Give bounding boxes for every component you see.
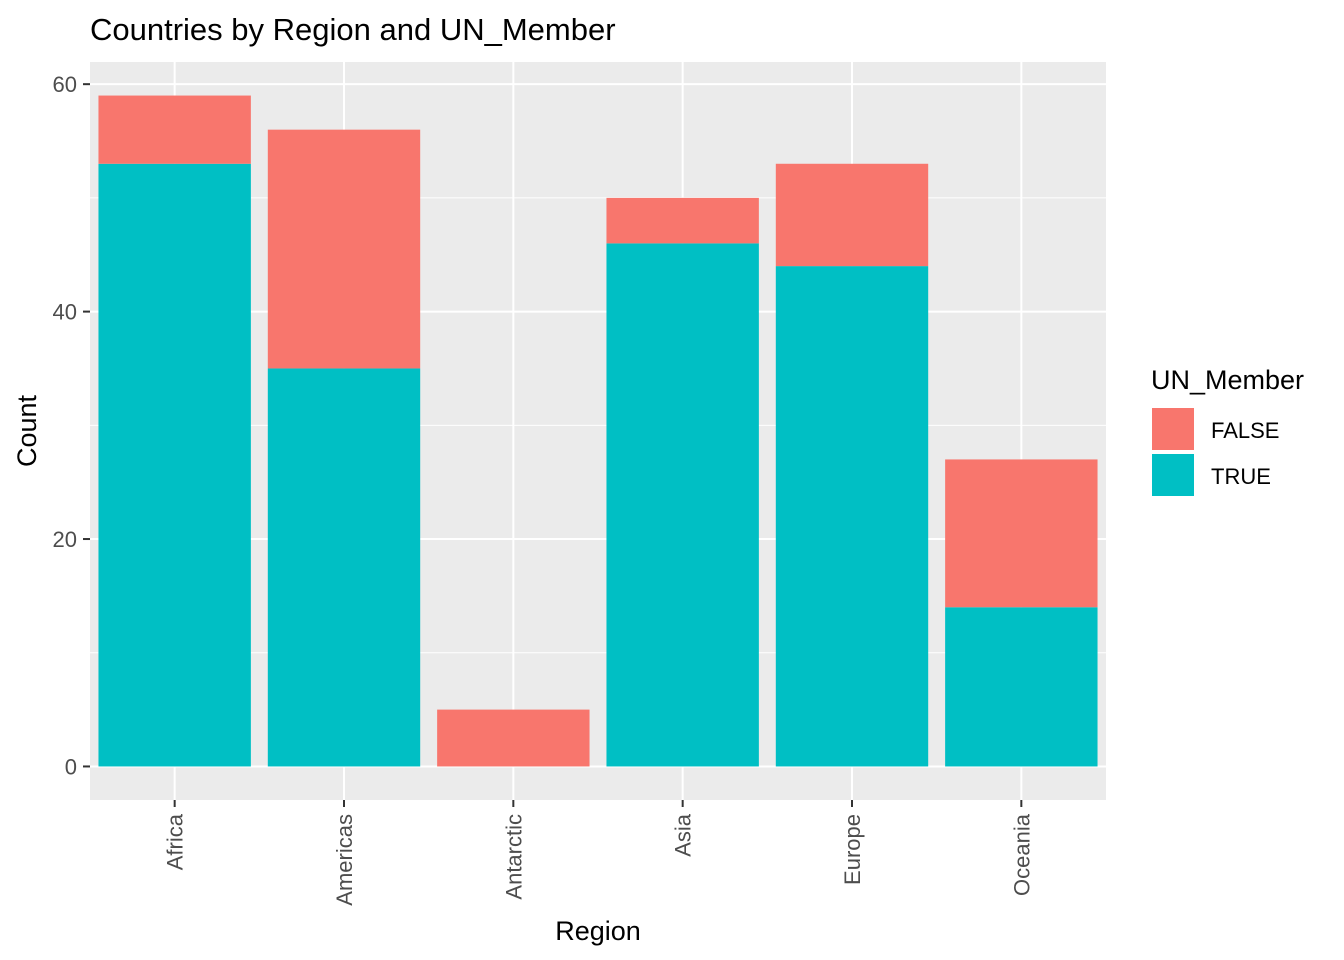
- legend-label-false: FALSE: [1211, 418, 1279, 443]
- legend-key-false: [1152, 408, 1194, 450]
- bar-americas-false: [267, 129, 421, 369]
- y-tick-label: 0: [65, 754, 77, 779]
- bar-asia-true: [606, 243, 759, 767]
- bar-americas-true: [267, 368, 421, 767]
- legend-title: UN_Member: [1151, 365, 1304, 395]
- x-tick-label-americas: Americas: [332, 814, 357, 906]
- y-tick-label: 60: [53, 72, 77, 97]
- y-tick-label: 40: [53, 300, 77, 325]
- bar-asia-false: [606, 197, 759, 244]
- legend-key-true: [1152, 454, 1194, 496]
- x-axis-title: Region: [555, 916, 641, 946]
- x-tick-label-africa: Africa: [163, 813, 188, 870]
- x-tick-label-antarctic: Antarctic: [501, 814, 526, 900]
- y-axis: 0 20 40 60: [53, 72, 90, 779]
- minor-gridlines: [90, 197, 1106, 654]
- bar-oceania-false: [945, 459, 1098, 608]
- x-tick-label-europe: Europe: [840, 814, 865, 885]
- bar-europe-true: [775, 266, 929, 767]
- bar-europe-false: [775, 163, 929, 267]
- x-tick-label-oceania: Oceania: [1009, 813, 1034, 896]
- x-axis: Africa Americas Antarctic Asia Europe Oceania: [163, 800, 1034, 906]
- chart-title: Countries by Region and UN_Member: [90, 12, 616, 47]
- plot-panel: [90, 62, 1106, 800]
- y-tick-label: 20: [53, 527, 77, 552]
- bar-oceania-true: [945, 607, 1098, 767]
- bar-africa-false: [98, 95, 251, 164]
- legend-label-true: TRUE: [1211, 464, 1271, 489]
- legend: UN_Member FALSE TRUE: [1151, 365, 1304, 496]
- bar-antarctic-false: [437, 709, 590, 767]
- bars: [98, 95, 1098, 767]
- y-axis-title: Count: [12, 394, 42, 467]
- bar-africa-true: [98, 163, 251, 767]
- x-tick-label-asia: Asia: [671, 813, 696, 857]
